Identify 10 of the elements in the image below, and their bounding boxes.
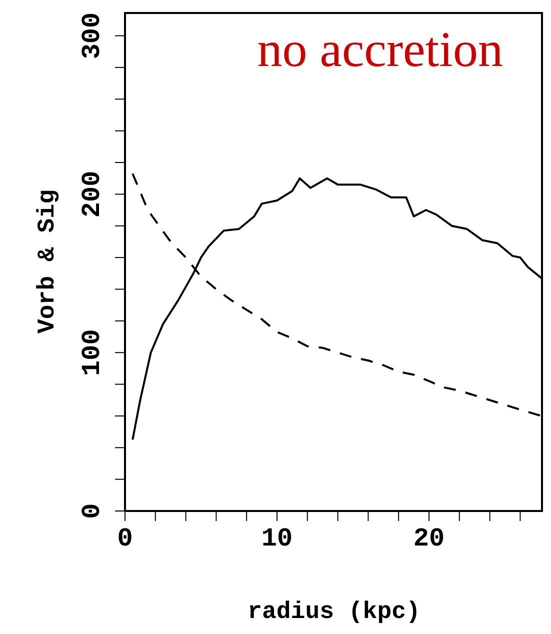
y-axis-title: Vorb & Sig bbox=[34, 189, 62, 334]
x-axis-title: radius (kpc) bbox=[248, 599, 420, 626]
x-tick-label: 0 bbox=[117, 523, 133, 554]
annotation: no accretion bbox=[257, 20, 503, 78]
x-tick-label: 20 bbox=[413, 523, 445, 554]
y-tick-label: 100 bbox=[77, 329, 107, 376]
y-tick-label: 300 bbox=[77, 12, 107, 60]
y-tick-label: 0 bbox=[77, 503, 107, 519]
x-tick-label: 10 bbox=[261, 523, 293, 554]
y-tick-label: 200 bbox=[77, 170, 107, 218]
